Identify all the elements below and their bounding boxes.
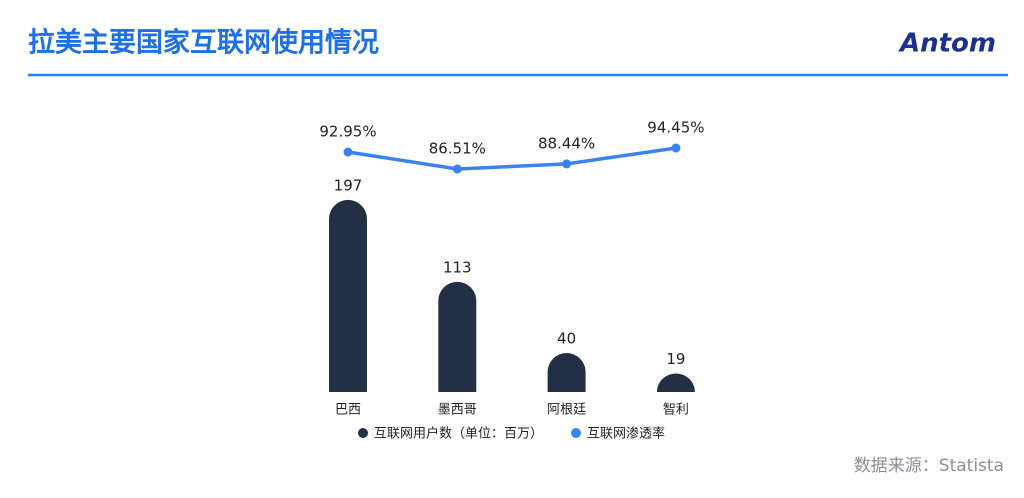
data-label: 197 bbox=[334, 176, 363, 194]
x-tick-label: 智利 bbox=[663, 403, 689, 418]
data-label: 113 bbox=[443, 258, 472, 276]
line-point bbox=[452, 164, 462, 174]
line-point bbox=[343, 147, 353, 157]
page-title: 拉美主要国家互联网使用情况 bbox=[28, 27, 379, 59]
data-label: 19 bbox=[666, 350, 685, 368]
source: 数据来源：Statista bbox=[854, 456, 1004, 476]
line-point bbox=[562, 159, 572, 169]
legend-marker bbox=[358, 428, 368, 438]
bar bbox=[329, 199, 367, 392]
x-tick-label: 墨西哥 bbox=[438, 403, 477, 418]
bar bbox=[547, 353, 586, 392]
line bbox=[347, 146, 677, 171]
data-label: 88.44% bbox=[538, 134, 595, 152]
data-label: 40 bbox=[557, 330, 576, 348]
bar bbox=[656, 373, 695, 392]
data-label: 94.45% bbox=[647, 119, 704, 137]
legend-label: 互联网渗透率 bbox=[587, 426, 665, 442]
legend-marker bbox=[571, 428, 581, 438]
legend-label: 互联网用户数（单位：百万） bbox=[374, 426, 543, 442]
plot: 巴西 墨西哥 阿根廷 智利 197 113 40 19 互联网用户数（单位：百万） 92.95% 8… bbox=[319, 119, 704, 442]
x-tick-label: 巴西 bbox=[335, 403, 361, 418]
x-tick-label: 阿根廷 bbox=[547, 403, 586, 418]
line-point bbox=[671, 143, 681, 153]
data-label: 92.95% bbox=[319, 123, 376, 141]
data-label: 86.51% bbox=[429, 140, 486, 158]
logo: Antom bbox=[898, 29, 996, 59]
bar bbox=[438, 281, 477, 392]
